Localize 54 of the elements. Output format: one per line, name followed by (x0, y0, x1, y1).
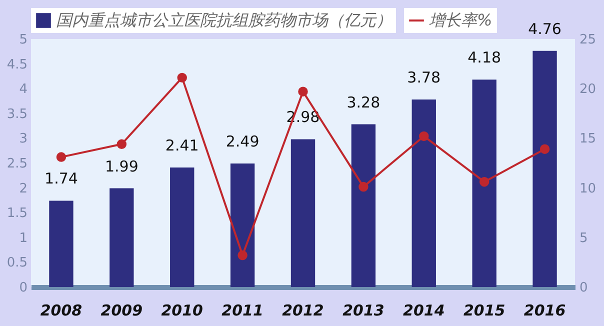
x-tick-label: 2011 (222, 302, 264, 320)
x-tick-label: 2009 (100, 302, 143, 320)
data-label: 4.76 (528, 20, 562, 38)
y-tick-label: 4.5 (6, 57, 28, 72)
y2-tick-label: 15 (580, 132, 596, 147)
data-label: 3.28 (346, 93, 380, 112)
y-tick-label: 1.5 (6, 206, 28, 222)
y2-tick-label: 5 (580, 230, 588, 246)
point (177, 72, 187, 83)
x-tick-label: 2012 (282, 302, 324, 320)
data-label: 1.99 (104, 157, 138, 176)
bar (532, 50, 557, 287)
x-tick-label: 2016 (524, 302, 566, 320)
y2-tick-label: 25 (580, 32, 596, 48)
y-tick-label: 0.5 (6, 256, 28, 271)
y-tick-label: 2.5 (6, 156, 28, 172)
y-tick-label: 5 (19, 32, 28, 48)
point (298, 86, 308, 96)
x-tick-label: 2013 (342, 302, 384, 320)
x-tick-label: 2010 (161, 302, 203, 320)
x-tick-label: 2015 (463, 302, 506, 320)
bar (110, 188, 134, 287)
data-label: 2.41 (165, 136, 199, 154)
legend-label: 国内重点城市公立医院抗组胺药物市场（亿元） (56, 10, 392, 30)
point (116, 139, 127, 150)
y2-tick-label: 0 (580, 280, 588, 296)
x-tick-label: 2008 (40, 302, 82, 320)
bar (49, 200, 74, 287)
bar (412, 100, 436, 287)
data-label: 3.78 (407, 68, 441, 87)
point (358, 182, 368, 192)
y-tick-label: 1 (19, 230, 28, 246)
bar (351, 124, 376, 287)
data-label: 4.18 (468, 48, 502, 67)
y-tick-label: 0 (19, 280, 28, 296)
data-label: 1.74 (44, 170, 78, 188)
bar (230, 163, 255, 287)
bar (472, 80, 496, 287)
y-tick-label: 3.5 (6, 106, 28, 122)
x-tick-label: 2014 (403, 302, 445, 320)
point (419, 131, 429, 142)
y2-tick-label: 10 (580, 181, 596, 196)
legend-label: 增长率% (429, 10, 492, 30)
y-tick-label: 3 (19, 132, 28, 147)
bar (170, 167, 194, 287)
point (540, 144, 550, 154)
y-tick-label: 2 (19, 181, 28, 196)
point (479, 176, 490, 187)
point (56, 152, 66, 162)
data-label: 2.49 (226, 132, 260, 150)
y-tick-label: 4 (19, 82, 28, 98)
y2-tick-label: 20 (580, 82, 596, 98)
bar (290, 139, 316, 287)
point (238, 250, 248, 260)
